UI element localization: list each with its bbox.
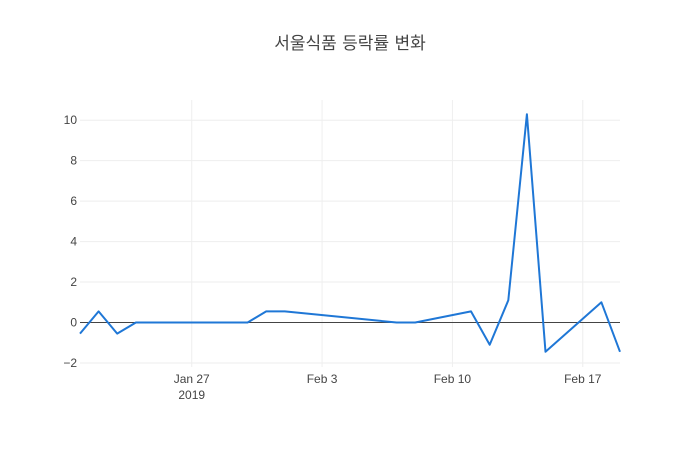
y-tick-label: 8 bbox=[70, 154, 77, 168]
y-tick-label: 2 bbox=[70, 275, 77, 289]
x-tick-label: Feb 17 bbox=[564, 372, 602, 386]
x-tick-label: Feb 10 bbox=[434, 372, 472, 386]
y-axis-ticks: −2 0 2 4 6 8 10 bbox=[63, 113, 77, 370]
chart-title: 서울식품 등락률 변화 bbox=[274, 34, 426, 54]
series-line bbox=[79, 113, 621, 353]
x-tick-label: Feb 3 bbox=[307, 372, 338, 386]
y-tick-label: 0 bbox=[70, 316, 77, 330]
grid-layer bbox=[80, 100, 620, 367]
x-tick-sublabel: 2019 bbox=[178, 388, 205, 402]
y-tick-label: 6 bbox=[70, 194, 77, 208]
x-tick-label: Jan 27 bbox=[174, 372, 210, 386]
x-axis-ticks: Jan 27 2019 Feb 3 Feb 10 Feb 17 bbox=[174, 372, 602, 402]
series-layer bbox=[79, 113, 621, 353]
y-tick-label: 10 bbox=[64, 113, 78, 127]
y-tick-label: −2 bbox=[63, 356, 77, 370]
y-tick-label: 4 bbox=[70, 235, 77, 249]
